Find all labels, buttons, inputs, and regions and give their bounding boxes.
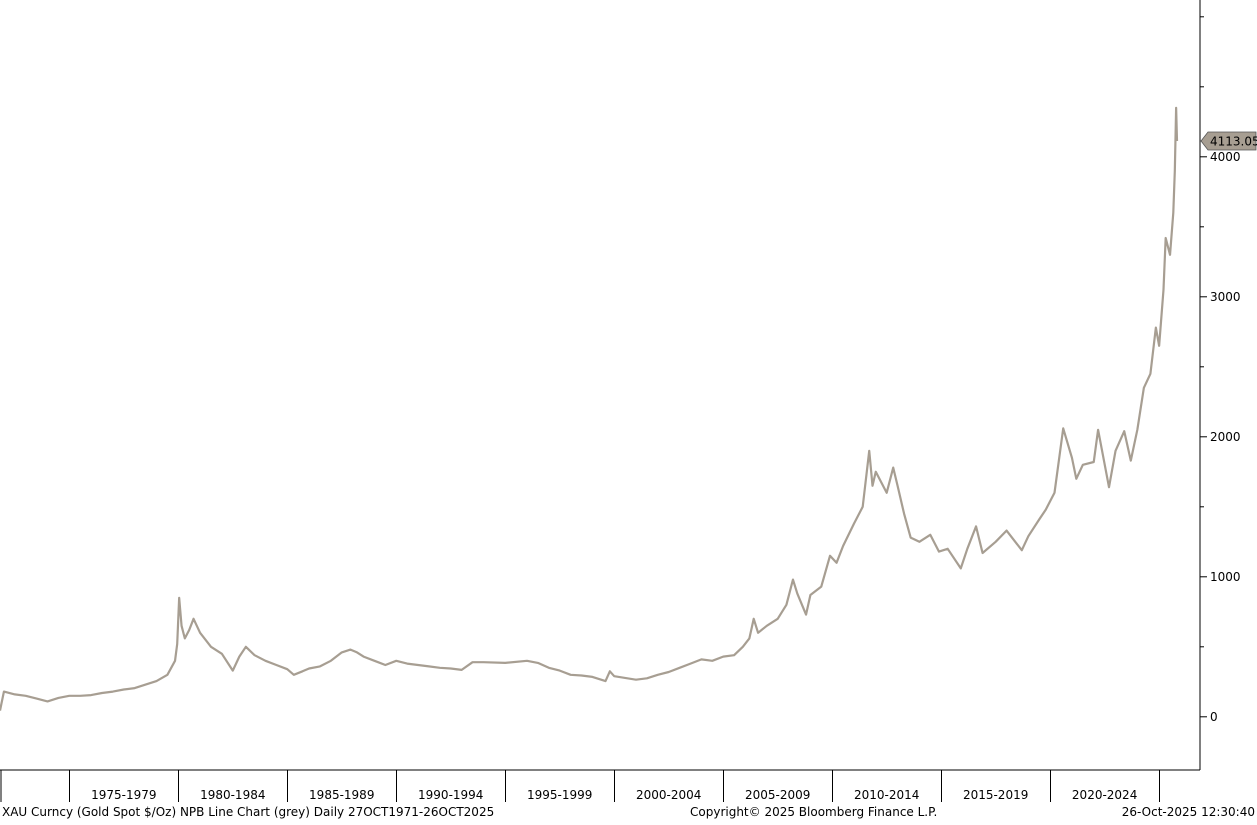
footer-security-description: XAU Curncy (Gold Spot $/Oz) NPB Line Cha…	[2, 805, 495, 819]
last-value-label: 4113.05	[1210, 134, 1257, 148]
x-tick-label: 2000-2004	[636, 788, 701, 802]
footer-timestamp: 26-Oct-2025 12:30:40	[1121, 805, 1255, 819]
y-tick-label: 2000	[1210, 430, 1241, 444]
x-tick-label: 1975-1979	[91, 788, 156, 802]
y-tick-label: 3000	[1210, 290, 1241, 304]
x-tick-label: 1995-1999	[527, 788, 592, 802]
y-tick-label: 4000	[1210, 150, 1241, 164]
price-line	[0, 106, 1179, 711]
x-tick-label: 2005-2009	[745, 788, 810, 802]
x-tick-label: 2020-2024	[1072, 788, 1137, 802]
x-tick-label: 2015-2019	[963, 788, 1028, 802]
y-tick-label: 1000	[1210, 570, 1241, 584]
footer-copyright: Copyright© 2025 Bloomberg Finance L.P.	[690, 805, 938, 819]
x-tick-label: 1990-1994	[418, 788, 483, 802]
x-tick-label: 2010-2014	[854, 788, 919, 802]
y-tick-label: 0	[1210, 710, 1218, 724]
last-value-marker	[1200, 131, 1257, 151]
x-tick-label: 1980-1984	[200, 788, 265, 802]
x-tick-label: 1985-1989	[309, 788, 374, 802]
